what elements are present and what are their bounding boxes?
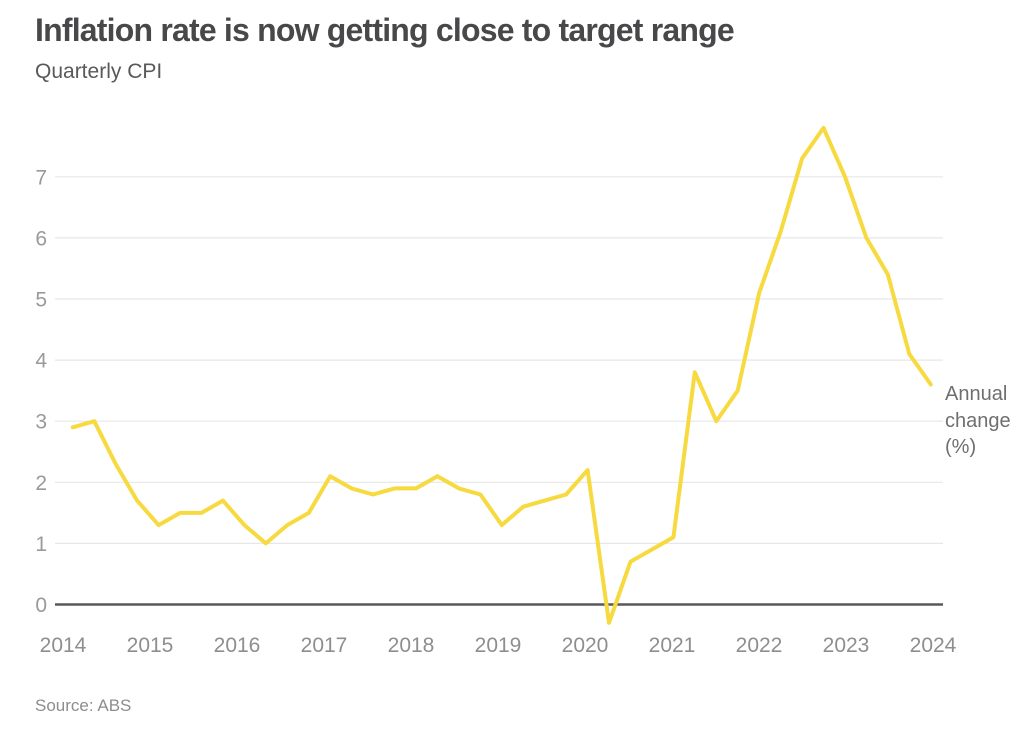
y-tick-label: 6 xyxy=(35,227,47,250)
x-tick-label: 2023 xyxy=(823,634,870,657)
cpi-line xyxy=(70,125,933,625)
x-tick-label: 2022 xyxy=(736,634,783,657)
y-tick-label: 4 xyxy=(35,350,47,373)
x-tick-label: 2018 xyxy=(388,634,435,657)
x-tick-label: 2020 xyxy=(562,634,609,657)
x-tick-label: 2024 xyxy=(910,634,957,657)
y-tick-label: 0 xyxy=(35,594,47,617)
x-tick-label: 2017 xyxy=(301,634,348,657)
x-tick-label: 2019 xyxy=(475,634,522,657)
x-tick-label: 2016 xyxy=(214,634,261,657)
chart-title: Inflation rate is now getting close to t… xyxy=(35,12,735,48)
y-tick-label: 2 xyxy=(35,472,47,495)
x-tick-label: 2021 xyxy=(649,634,696,657)
source-note: Source: ABS xyxy=(35,696,132,715)
y-tick-label: 5 xyxy=(35,289,47,312)
chart-subtitle: Quarterly CPI xyxy=(35,60,163,83)
series-label: Annual change (%) xyxy=(945,383,1011,459)
x-tick-label: 2014 xyxy=(40,634,87,657)
y-tick-label: 3 xyxy=(35,411,47,434)
x-tick-label: 2015 xyxy=(127,634,174,657)
y-tick-label: 7 xyxy=(35,166,47,189)
y-tick-label: 1 xyxy=(35,533,47,556)
